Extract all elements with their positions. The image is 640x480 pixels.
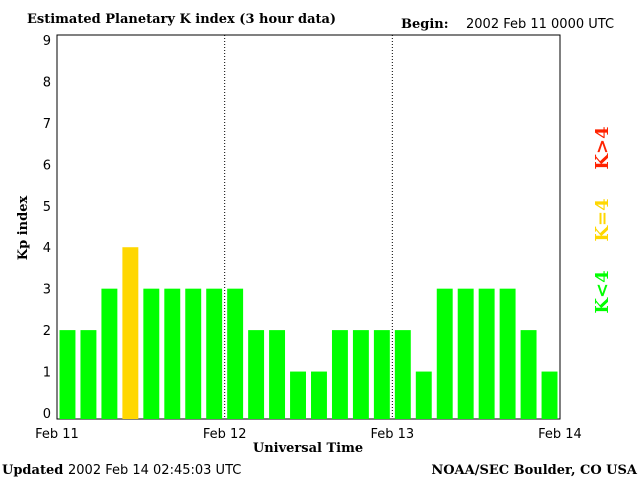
y-tick-label: 1 [43, 366, 51, 381]
kp-bar [457, 288, 474, 419]
y-tick-label: 8 [43, 75, 51, 90]
legend-k-equal-4: K=4 [592, 198, 613, 241]
kp-bar [122, 247, 139, 419]
y-tick-label: 5 [43, 200, 51, 215]
y-tick-label: 4 [43, 241, 51, 256]
kp-bar [478, 288, 495, 419]
kp-bar [164, 288, 181, 419]
kp-bar [227, 288, 244, 419]
y-tick-label: 3 [43, 283, 51, 298]
day-dividers [224, 35, 393, 419]
x-tick-label: Feb 12 [203, 427, 247, 442]
kp-bar [311, 371, 327, 419]
kp-bar [59, 330, 76, 419]
updated-label: Updated [2, 463, 63, 478]
kp-bar [143, 288, 160, 419]
kp-bar [206, 288, 223, 419]
plot-frame [56, 34, 561, 420]
x-tick-label: Feb 13 [370, 427, 414, 442]
y-tick-label: 2 [43, 324, 51, 339]
begin-label: Begin: [401, 17, 449, 32]
x-axis-label: Universal Time [253, 441, 363, 456]
updated-value: 2002 Feb 14 02:45:03 UTC [68, 463, 241, 478]
kp-bar [541, 371, 558, 419]
y-tick-labels: 0 1 2 3 4 5 6 7 8 9 [43, 34, 51, 422]
y-tick-label: 7 [43, 117, 51, 132]
kp-bar [269, 330, 286, 419]
kp-bar [248, 330, 265, 419]
kp-bar [520, 330, 537, 419]
kp-bar [352, 330, 369, 419]
kp-bar [436, 288, 453, 419]
kp-bar [394, 330, 411, 419]
y-axis-label: Kp index [16, 196, 31, 261]
kp-bar [373, 330, 390, 419]
kp-bar [499, 288, 516, 419]
kp-bar [101, 288, 118, 419]
x-tick-labels: Feb 11 Feb 12 Feb 13 Feb 14 [35, 427, 582, 442]
y-tick-label: 9 [43, 34, 51, 49]
kp-bar [185, 288, 202, 419]
y-tick-label: 6 [43, 158, 51, 173]
kp-bars [59, 247, 558, 419]
chart-title: Estimated Planetary K index (3 hour data… [27, 12, 336, 27]
x-tick-label: Feb 14 [538, 427, 582, 442]
legend-k-greater-4: K>4 [592, 126, 613, 169]
kp-bar [80, 330, 97, 419]
x-tick-label: Feb 11 [35, 427, 79, 442]
kp-bar [331, 330, 348, 419]
begin-value: 2002 Feb 11 0000 UTC [466, 17, 614, 32]
y-tick-label: 0 [43, 407, 51, 422]
kp-bar [415, 371, 432, 419]
credit-text: NOAA/SEC Boulder, CO USA [431, 463, 638, 478]
kp-bar [290, 371, 306, 419]
legend-k-less-4: K<4 [592, 270, 613, 313]
